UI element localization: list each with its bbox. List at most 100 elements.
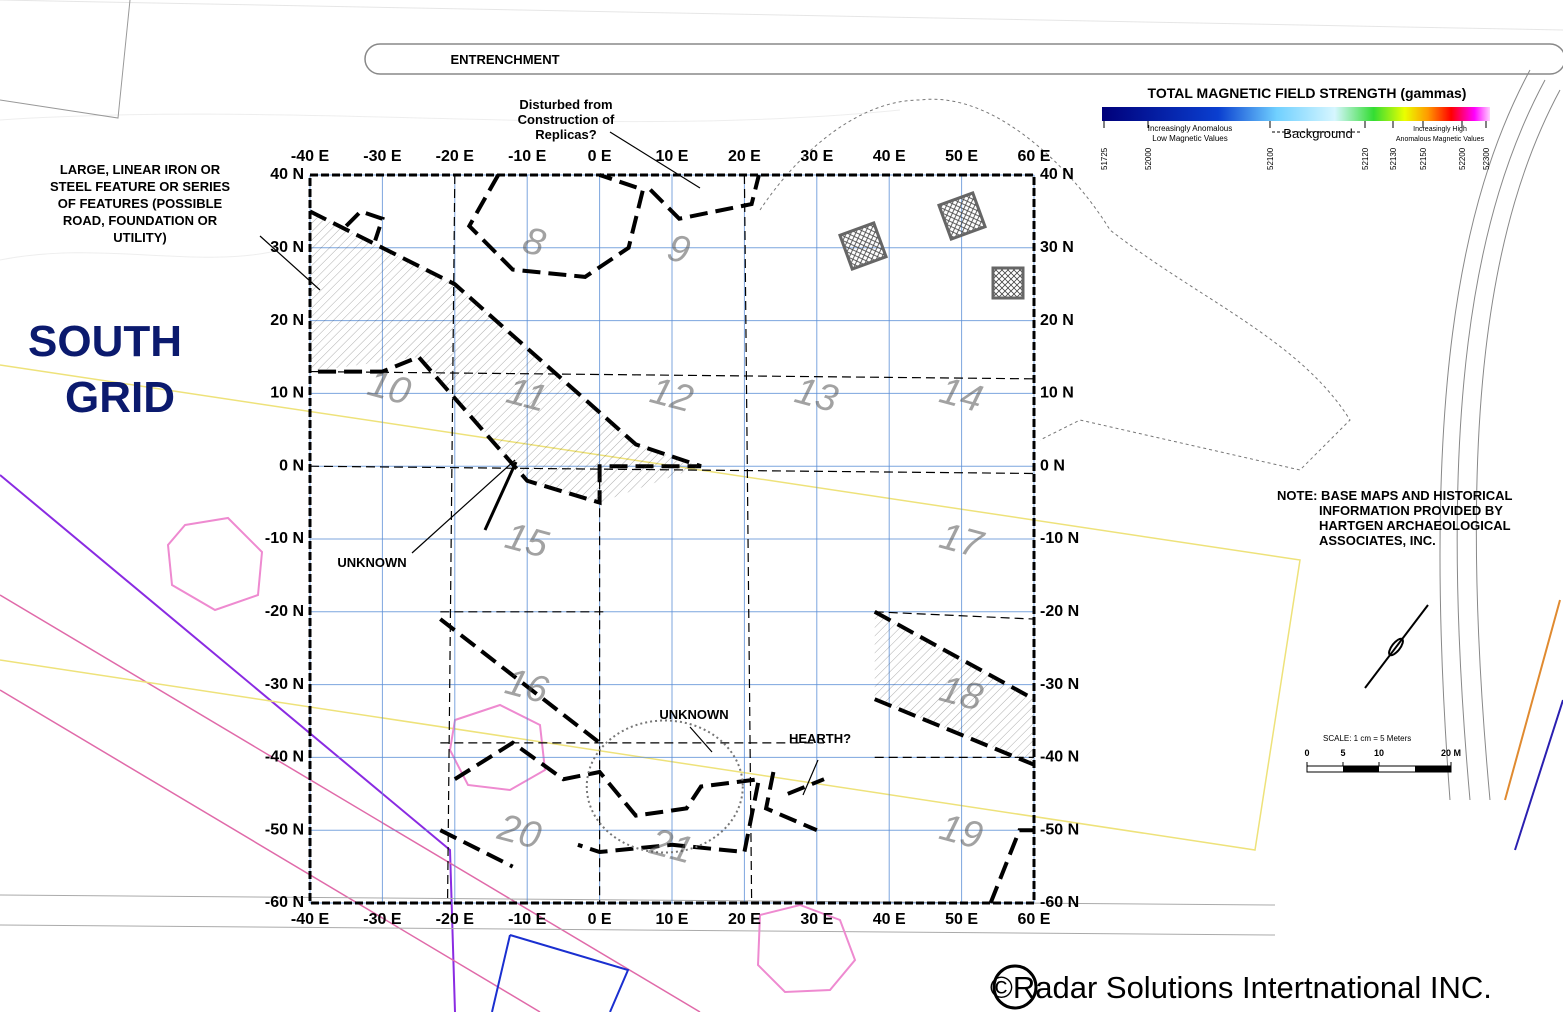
y-tick-label: 40 N bbox=[1040, 166, 1074, 183]
annotation: INFORMATION PROVIDED BY bbox=[1319, 503, 1503, 518]
north-arrow bbox=[1364, 604, 1429, 689]
feature-hatch bbox=[874, 611, 1034, 765]
x-tick-label: 10 E bbox=[656, 911, 689, 928]
feature-hatch bbox=[310, 211, 701, 503]
y-tick-label: 40 N bbox=[270, 166, 304, 183]
title-line: SOUTH bbox=[28, 317, 182, 366]
unit-boundary bbox=[874, 611, 1035, 620]
x-tick-label: -30 E bbox=[363, 148, 402, 165]
annotation: Disturbed from bbox=[519, 97, 612, 112]
annotation: NOTE: BASE MAPS AND HISTORICAL bbox=[1277, 488, 1513, 503]
y-tick-label: 20 N bbox=[270, 312, 304, 329]
x-tick-label: 50 E bbox=[945, 911, 978, 928]
feature-boundary bbox=[453, 740, 762, 855]
annotation: OF FEATURES (POSSIBLE bbox=[58, 196, 223, 211]
y-tick-label: 10 N bbox=[270, 385, 304, 402]
scale-bar bbox=[1306, 765, 1452, 773]
feature-boundary bbox=[466, 173, 646, 279]
x-tick-label: 40 E bbox=[873, 911, 906, 928]
unit-boundary bbox=[309, 465, 1035, 475]
y-tick-label: -10 N bbox=[265, 530, 304, 547]
y-tick-label: -60 N bbox=[265, 894, 304, 911]
anomaly bbox=[448, 757, 709, 830]
annotation: HEARTH? bbox=[789, 731, 851, 746]
unknown-feature bbox=[483, 461, 518, 531]
anomaly bbox=[889, 299, 1005, 357]
grid-unit-number: 15 bbox=[501, 515, 554, 567]
leader-line bbox=[411, 459, 516, 554]
feature-boundary bbox=[988, 828, 1034, 904]
grid-unit-number: 21 bbox=[645, 821, 698, 873]
legend-tick-label: 52120 bbox=[1361, 147, 1370, 170]
possible-structure bbox=[585, 719, 744, 854]
y-tick-label: -60 N bbox=[1040, 894, 1079, 911]
grid-unit-number: 8 bbox=[518, 219, 549, 265]
x-tick-label: -20 E bbox=[436, 148, 475, 165]
annotation: LARGE, LINEAR IRON OR bbox=[60, 162, 221, 177]
annotation: UNKNOWN bbox=[337, 555, 406, 570]
legend-tick-label: 52130 bbox=[1389, 147, 1398, 170]
x-tick-label: 50 E bbox=[945, 148, 978, 165]
grid-unit-number: 17 bbox=[935, 515, 989, 567]
annotation: ROAD, FOUNDATION OR bbox=[63, 213, 218, 228]
legend-tick-label: 52300 bbox=[1482, 147, 1491, 170]
x-tick-label: -40 E bbox=[291, 148, 330, 165]
leader-line bbox=[259, 235, 321, 291]
annotation: ENTRENCHMENT bbox=[450, 52, 559, 67]
feature-boundary bbox=[325, 619, 600, 743]
y-tick-label: 20 N bbox=[1040, 312, 1074, 329]
x-tick-label: 60 E bbox=[1018, 911, 1051, 928]
x-tick-label: 60 E bbox=[1018, 148, 1051, 165]
x-tick-label: 20 E bbox=[728, 911, 761, 928]
anomaly bbox=[781, 765, 824, 823]
scale-tick-label: 10 bbox=[1374, 748, 1384, 758]
y-tick-label: 0 N bbox=[1040, 457, 1065, 474]
legend-tick-label: 52000 bbox=[1144, 147, 1153, 170]
x-tick-label: 30 E bbox=[800, 911, 833, 928]
survey-area bbox=[440, 852, 751, 903]
legend-note: Increasingly High bbox=[1413, 126, 1467, 133]
annotation: UNKNOWN bbox=[659, 707, 728, 722]
scale-label: SCALE: 1 cm = 5 Meters bbox=[1323, 734, 1411, 743]
scale-tick-label: 0 bbox=[1304, 748, 1309, 758]
annotation: HARTGEN ARCHAEOLOGICAL bbox=[1319, 518, 1511, 533]
leader-line bbox=[689, 726, 713, 753]
y-tick-label: 10 N bbox=[1040, 385, 1074, 402]
annotation: Replicas? bbox=[535, 127, 596, 142]
copyright: ©Radar Solutions Intertnational INC. bbox=[990, 970, 1492, 1005]
legend-note: Increasingly Anomalous bbox=[1148, 124, 1233, 133]
grid-unit-number: 9 bbox=[663, 227, 694, 273]
y-tick-label: 30 N bbox=[270, 239, 304, 256]
color-bar bbox=[1102, 107, 1490, 121]
y-tick-label: -50 N bbox=[265, 821, 304, 838]
y-tick-label: -10 N bbox=[1040, 530, 1079, 547]
annotation: ASSOCIATES, INC. bbox=[1319, 533, 1436, 548]
x-tick-label: -40 E bbox=[291, 911, 330, 928]
title-line: GRID bbox=[65, 373, 175, 422]
y-tick-label: -30 N bbox=[265, 676, 304, 693]
replica-structures bbox=[838, 191, 1025, 300]
overlay: -40 E -40 E -30 E -30 E -20 E -20 E -10 E -10 E… bbox=[50, 52, 1513, 928]
legend-tick-label: 52200 bbox=[1458, 147, 1467, 170]
x-tick-label: 10 E bbox=[656, 148, 689, 165]
x-tick-label: -10 E bbox=[508, 911, 547, 928]
x-tick-label: -30 E bbox=[363, 911, 402, 928]
annotation: Construction of bbox=[518, 112, 615, 127]
grid-unit-number: 19 bbox=[935, 806, 987, 858]
annotation: UTILITY) bbox=[113, 230, 166, 245]
feature-boundary bbox=[439, 828, 514, 869]
legend-background: Background bbox=[1283, 126, 1352, 141]
scale-tick-label: 20 M bbox=[1441, 748, 1461, 758]
legend: TOTAL MAGNETIC FIELD STRENGTH (gammas) In… bbox=[1100, 85, 1491, 170]
x-tick-label: -10 E bbox=[508, 148, 547, 165]
x-tick-label: 40 E bbox=[873, 148, 906, 165]
legend-tick-label: 51725 bbox=[1100, 147, 1109, 170]
y-tick-label: -20 N bbox=[1040, 603, 1079, 620]
x-tick-label: 20 E bbox=[728, 148, 761, 165]
x-tick-label: 0 E bbox=[588, 148, 612, 165]
feature-boundary bbox=[344, 209, 385, 242]
grid-unit-number: 20 bbox=[493, 806, 546, 858]
y-tick-label: -20 N bbox=[265, 603, 304, 620]
